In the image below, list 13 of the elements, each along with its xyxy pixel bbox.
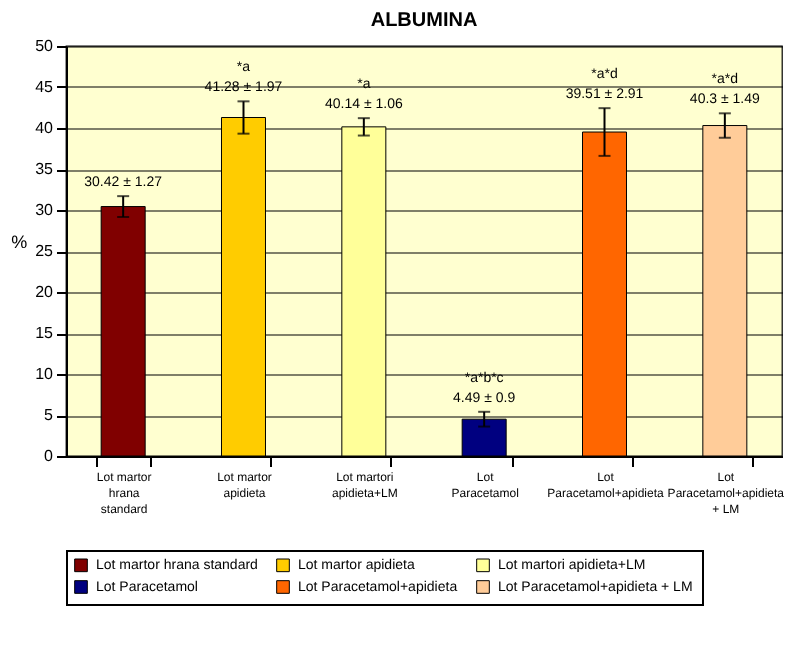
y-tick-label: 25 xyxy=(35,242,55,260)
y-tick-label: 30 xyxy=(35,201,55,219)
y-tick-label: 35 xyxy=(35,160,55,178)
y-tick-label: 40 xyxy=(35,119,55,137)
y-tick-label: 10 xyxy=(35,365,55,383)
y-tick-label: 20 xyxy=(35,283,55,301)
y-tick-label: 45 xyxy=(35,78,55,96)
y-axis-title: % xyxy=(11,232,28,252)
y-tick-label: 0 xyxy=(44,447,55,465)
y-tick-label: 5 xyxy=(44,406,55,424)
chart-title: ALBUMINA xyxy=(370,10,478,32)
y-tick-label: 15 xyxy=(35,324,55,342)
y-tick-label: 50 xyxy=(35,37,55,55)
